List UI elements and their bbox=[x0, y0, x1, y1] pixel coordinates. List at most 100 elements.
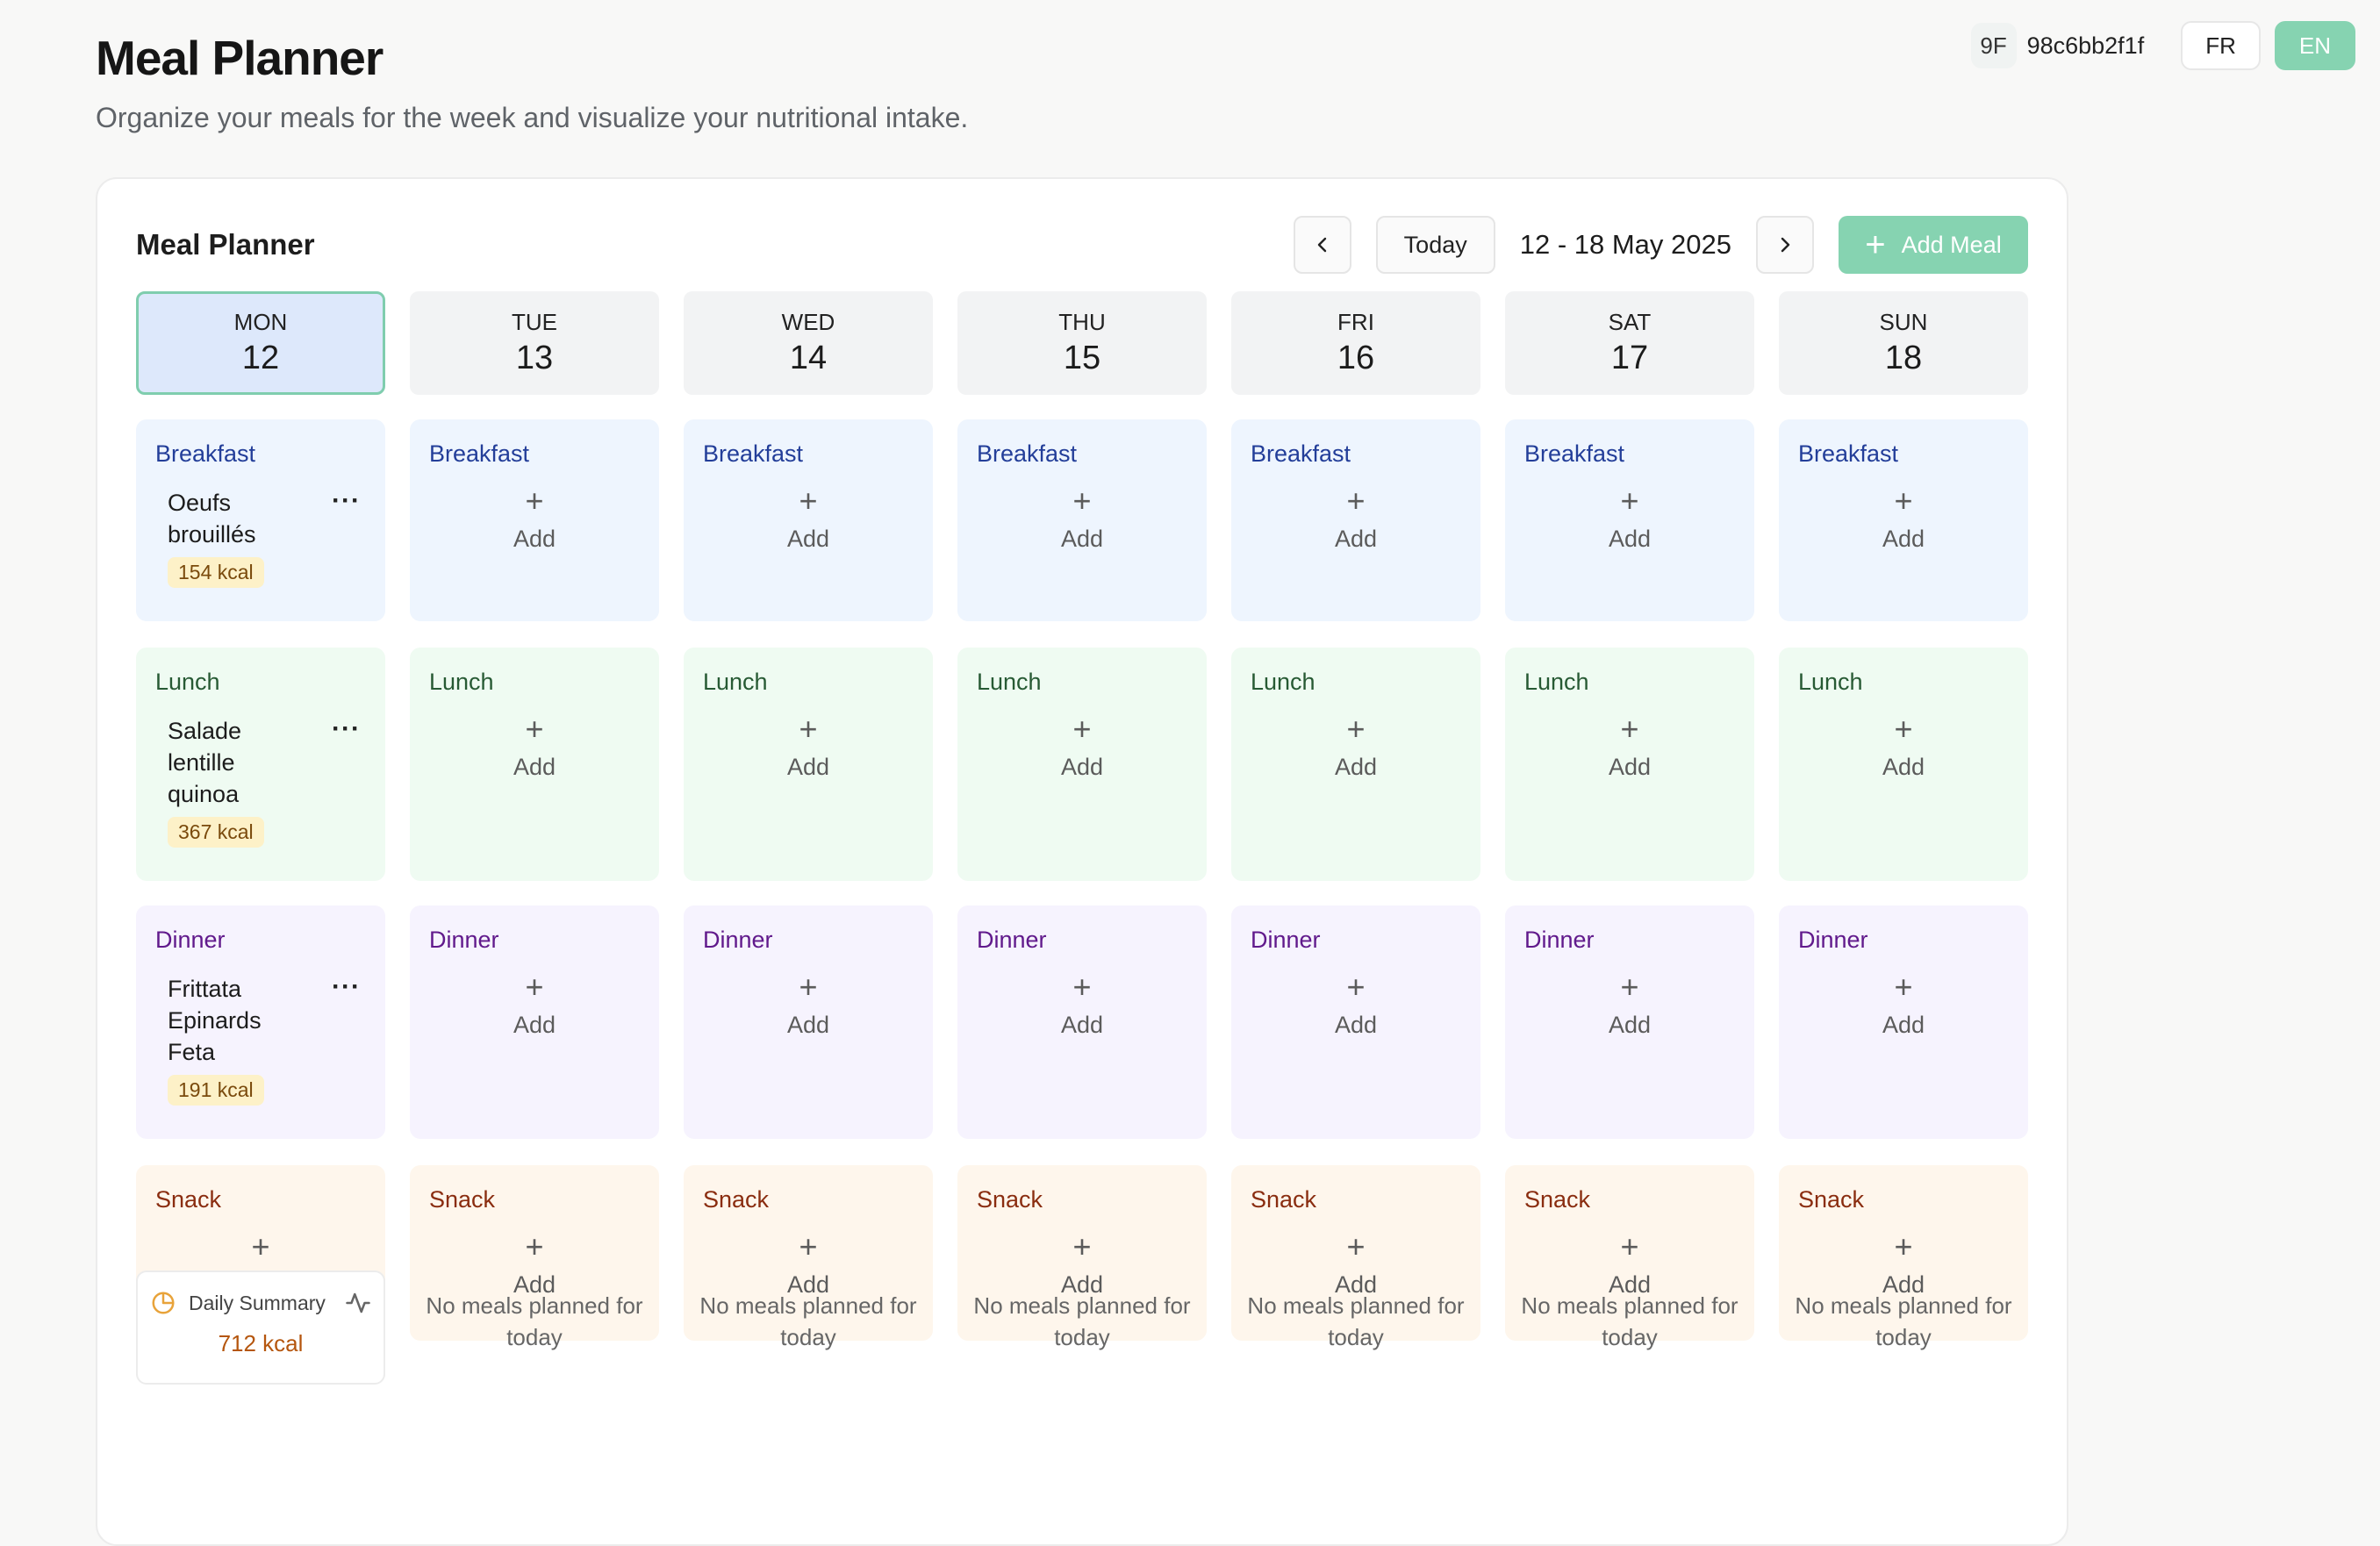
day-header-tue[interactable]: TUE 13 bbox=[410, 291, 659, 395]
meal-name: Salade lentille quinoa bbox=[168, 718, 242, 807]
add-meal-slot-button[interactable]: + Add bbox=[429, 713, 640, 781]
add-meal-slot-button[interactable]: + Add bbox=[429, 1231, 640, 1299]
plus-icon: + bbox=[1346, 1228, 1366, 1264]
day-name: THU bbox=[1058, 309, 1106, 335]
plus-icon: + bbox=[1620, 711, 1639, 747]
day-column-sun: SUN 18 Breakfast + Add Lunch + Add Dinner + Ad… bbox=[1779, 291, 2028, 1341]
next-week-button[interactable] bbox=[1756, 216, 1814, 274]
more-options-icon[interactable]: ··· bbox=[332, 486, 361, 515]
add-meal-slot-button[interactable]: + Add bbox=[977, 1231, 1187, 1299]
no-meals-text: No meals planned for today bbox=[1247, 1292, 1465, 1350]
slot-lunch-sun: Lunch + Add bbox=[1779, 648, 2028, 881]
slot-lunch-tue: Lunch + Add bbox=[410, 648, 659, 881]
activity-icon bbox=[346, 1292, 370, 1313]
add-meal-slot-button[interactable]: + Add bbox=[1251, 713, 1461, 781]
planner-title: Meal Planner bbox=[136, 228, 315, 261]
add-label: Add bbox=[1334, 754, 1378, 780]
add-meal-slot-button[interactable]: + Add bbox=[1524, 485, 1735, 553]
add-label: Add bbox=[1060, 1012, 1104, 1038]
add-meal-slot-button[interactable]: + Add bbox=[1251, 485, 1461, 553]
previous-week-button[interactable] bbox=[1293, 216, 1351, 274]
slot-dinner-wed: Dinner + Add bbox=[684, 905, 933, 1139]
summary-mon: Daily Summary 712 kcal bbox=[136, 1270, 385, 1385]
day-header-sat[interactable]: SAT 17 bbox=[1505, 291, 1754, 395]
add-label: Add bbox=[1882, 1012, 1925, 1038]
plus-icon: + bbox=[1894, 969, 1913, 1005]
avatar: 9F bbox=[1970, 23, 2017, 68]
day-column-fri: FRI 16 Breakfast + Add Lunch + Add Dinner + Ad… bbox=[1231, 291, 1480, 1341]
add-meal-slot-button[interactable]: + Add bbox=[1798, 713, 2009, 781]
add-meal-slot-button[interactable]: + Add bbox=[1798, 485, 2009, 553]
slot-title: Snack bbox=[1524, 1186, 1591, 1213]
day-number: 12 bbox=[241, 340, 280, 376]
add-meal-slot-button[interactable]: + Add bbox=[1251, 971, 1461, 1039]
add-label: Add bbox=[513, 1012, 556, 1038]
add-label: Add bbox=[786, 1271, 830, 1298]
meal-name: Frittata Epinards Feta bbox=[168, 976, 262, 1065]
plus-icon: + bbox=[251, 1228, 270, 1264]
language-en-button[interactable]: EN bbox=[2274, 21, 2355, 70]
add-meal-slot-button[interactable]: + Add bbox=[977, 971, 1187, 1039]
add-label: Add bbox=[786, 754, 830, 780]
meal-item[interactable]: Frittata Epinards Feta ··· 191 kcal bbox=[155, 973, 366, 1106]
kcal-badge: 367 kcal bbox=[168, 817, 264, 848]
no-meals-text: No meals planned for today bbox=[426, 1292, 643, 1350]
more-options-icon[interactable]: ··· bbox=[332, 714, 361, 743]
slot-title: Breakfast bbox=[1251, 440, 1351, 467]
day-name: SAT bbox=[1608, 309, 1652, 335]
slot-breakfast-tue: Breakfast + Add bbox=[410, 419, 659, 621]
plus-icon: + bbox=[525, 1228, 544, 1264]
add-meal-slot-button[interactable]: + Add bbox=[977, 485, 1187, 553]
add-label: Add bbox=[1608, 1271, 1652, 1298]
add-meal-slot-button[interactable]: + Add bbox=[1524, 971, 1735, 1039]
day-header-sun[interactable]: SUN 18 bbox=[1779, 291, 2028, 395]
add-label: Add bbox=[1334, 1271, 1378, 1298]
add-meal-slot-button[interactable]: + Add bbox=[977, 713, 1187, 781]
slot-lunch-wed: Lunch + Add bbox=[684, 648, 933, 881]
slot-dinner-sun: Dinner + Add bbox=[1779, 905, 2028, 1139]
add-label: Add bbox=[513, 1271, 556, 1298]
add-meal-slot-button[interactable]: + Add bbox=[429, 485, 640, 553]
add-meal-slot-button[interactable]: + Add bbox=[703, 971, 914, 1039]
plus-icon: + bbox=[799, 1228, 818, 1264]
day-number: 18 bbox=[1884, 340, 1923, 376]
add-label: Add bbox=[1608, 526, 1652, 552]
summary-sat: No meals planned for today bbox=[1505, 1270, 1754, 1353]
meal-item[interactable]: Salade lentille quinoa ··· 367 kcal bbox=[155, 715, 366, 848]
add-meal-slot-button[interactable]: + Add bbox=[703, 1231, 914, 1299]
language-fr-button[interactable]: FR bbox=[2181, 21, 2261, 70]
add-meal-slot-button[interactable]: + Add bbox=[429, 971, 640, 1039]
chevron-right-icon bbox=[1781, 237, 1790, 253]
plus-icon: + bbox=[799, 969, 818, 1005]
add-meal-slot-button[interactable]: + Add bbox=[703, 713, 914, 781]
add-meal-slot-button[interactable]: + Add bbox=[1524, 1231, 1735, 1299]
more-options-icon[interactable]: ··· bbox=[332, 972, 361, 1001]
plus-icon: + bbox=[525, 711, 544, 747]
day-number: 17 bbox=[1610, 340, 1649, 376]
day-header-thu[interactable]: THU 15 bbox=[957, 291, 1207, 395]
add-meal-slot-button[interactable]: + Add bbox=[703, 485, 914, 553]
day-column-sat: SAT 17 Breakfast + Add Lunch + Add Dinner + Ad… bbox=[1505, 291, 1754, 1341]
daily-summary[interactable]: Daily Summary 712 kcal bbox=[136, 1270, 385, 1385]
add-meal-slot-button[interactable]: + Add bbox=[1798, 971, 2009, 1039]
day-column-thu: THU 15 Breakfast + Add Lunch + Add Dinner + Ad… bbox=[957, 291, 1207, 1341]
slot-dinner-tue: Dinner + Add bbox=[410, 905, 659, 1139]
add-meal-slot-button[interactable]: + Add bbox=[1524, 713, 1735, 781]
day-header-wed[interactable]: WED 14 bbox=[684, 291, 933, 395]
plus-icon: + bbox=[525, 483, 544, 519]
meal-item[interactable]: Oeufs brouillés ··· 154 kcal bbox=[155, 487, 366, 588]
day-header-mon[interactable]: MON 12 bbox=[136, 291, 385, 395]
add-meal-slot-button[interactable]: + Add bbox=[1798, 1231, 2009, 1299]
date-range: 12 - 18 May 2025 bbox=[1519, 229, 1731, 260]
user-badge[interactable]: 9F 98c6bb2f1f bbox=[1970, 23, 2144, 68]
plus-icon: + bbox=[1865, 225, 1886, 264]
day-header-fri[interactable]: FRI 16 bbox=[1231, 291, 1480, 395]
today-button[interactable]: Today bbox=[1375, 216, 1495, 274]
add-meal-button[interactable]: + Add Meal bbox=[1839, 216, 2028, 274]
add-meal-slot-button[interactable]: + Add bbox=[1251, 1231, 1461, 1299]
page-header: Meal Planner Organize your meals for the… bbox=[96, 30, 968, 134]
add-label: Add bbox=[1334, 526, 1378, 552]
slot-title: Lunch bbox=[429, 669, 494, 695]
daily-summary-label: Daily Summary bbox=[189, 1291, 326, 1314]
daily-total-kcal: 712 kcal bbox=[218, 1330, 304, 1356]
